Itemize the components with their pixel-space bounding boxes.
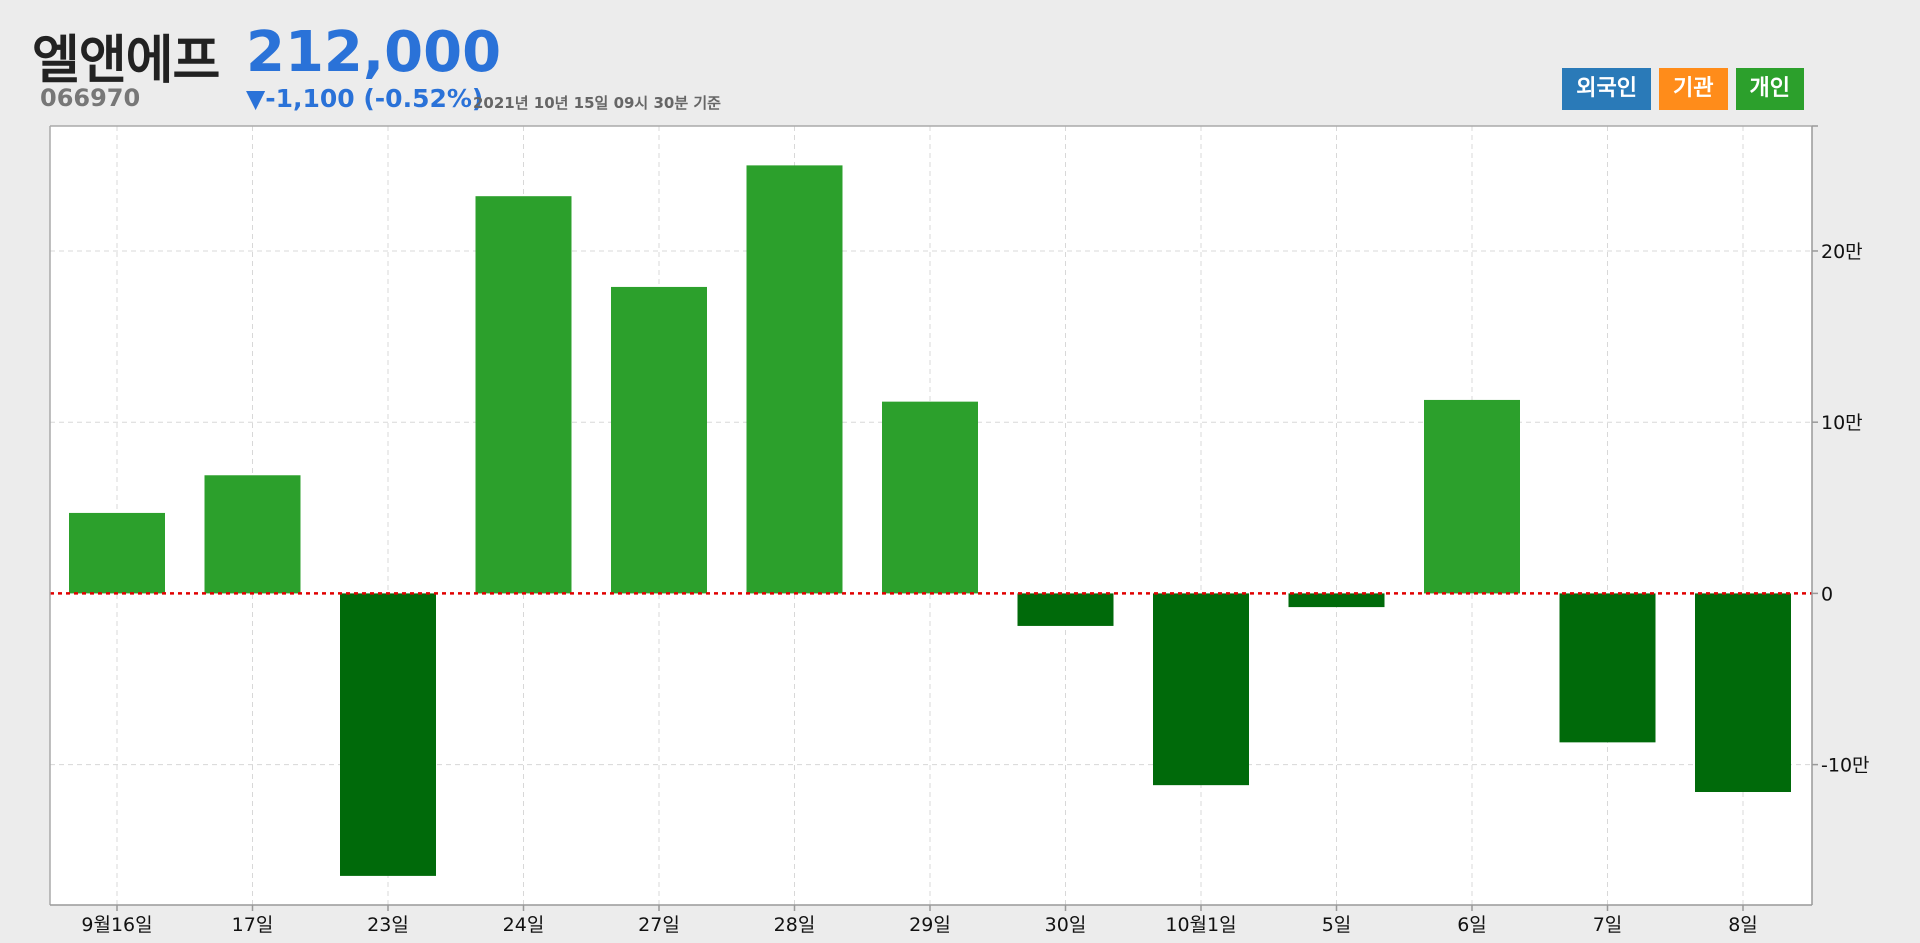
bar-8일 [1695, 593, 1791, 793]
legend-foreign-button[interactable]: 외국인 [1562, 68, 1652, 110]
bar-10월1일 [1153, 593, 1249, 786]
y-tick-label: 10만 [1821, 412, 1863, 434]
bar-23일 [340, 593, 436, 876]
x-tick-label: 8일 [1728, 914, 1758, 936]
x-tick-label: 17일 [232, 914, 274, 936]
legend-individual-button[interactable]: 개인 [1735, 68, 1804, 110]
x-tick-label: 28일 [774, 914, 816, 936]
x-tick-label: 24일 [503, 914, 545, 936]
price-change: ▼-1,100 (-0.52%) [246, 84, 484, 113]
x-tick-label: 7일 [1593, 914, 1623, 936]
bar-27일 [611, 286, 707, 594]
bar-24일 [475, 196, 572, 594]
bar-7일 [1559, 593, 1656, 743]
bar-17일 [204, 475, 301, 594]
legend-institution-button[interactable]: 기관 [1659, 68, 1728, 110]
x-tick-label: 30일 [1045, 914, 1087, 936]
legend: 외국인 기관 개인 [1562, 68, 1804, 110]
stock-name: 엘앤에프 [32, 31, 220, 91]
x-tick-label: 5일 [1322, 914, 1352, 936]
bar-29일 [882, 401, 978, 594]
y-tick-label: 0 [1821, 583, 1833, 605]
bar-6일 [1424, 399, 1520, 594]
current-price: 212,000 [246, 20, 502, 85]
x-tick-label: 9월16일 [81, 914, 152, 936]
y-tick-label: -10만 [1821, 755, 1870, 777]
x-tick-label: 10월1일 [1165, 914, 1236, 936]
x-tick-label: 6일 [1457, 914, 1487, 936]
bar-5일 [1288, 593, 1385, 608]
x-tick-label: 23일 [367, 914, 409, 936]
x-tick-label: 27일 [638, 914, 680, 936]
bar-9월16일 [69, 512, 165, 594]
y-tick-label: 20만 [1821, 241, 1863, 263]
bar-30일 [1017, 593, 1114, 626]
bar-28일 [746, 165, 843, 594]
as-of-timestamp: 2021년 10년 15일 09시 30분 기준 [473, 94, 721, 112]
stock-code: 066970 [40, 84, 141, 112]
x-tick-label: 29일 [909, 914, 951, 936]
chart-header: 엘앤에프 066970 212,000 ▼-1,100 (-0.52%) 202… [0, 0, 1920, 120]
